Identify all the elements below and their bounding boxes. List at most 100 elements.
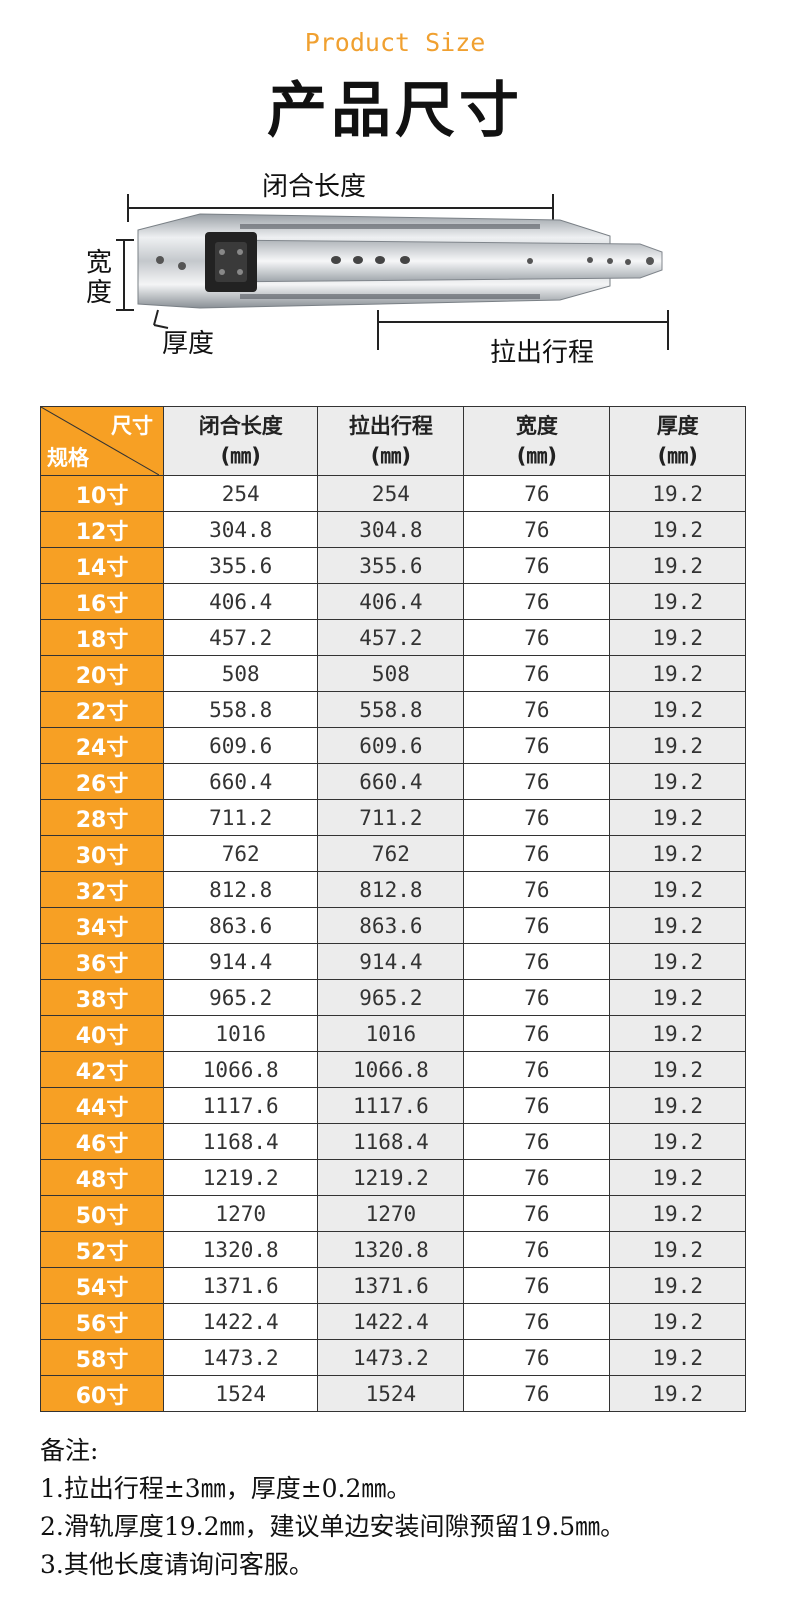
- width-cell: 76: [463, 547, 611, 584]
- closed-length-cell: 254: [163, 475, 319, 512]
- table-row: 20寸 508 508 76 19.2: [39, 655, 746, 692]
- thickness-cell: 19.2: [609, 1123, 746, 1160]
- size-cell: 58寸: [39, 1339, 165, 1376]
- size-cell: 38寸: [39, 979, 165, 1016]
- extension-cell: 355.6: [317, 547, 465, 584]
- extension-cell: 1219.2: [317, 1159, 465, 1196]
- note-line-3: 3.其他长度请询问客服。: [40, 1550, 314, 1579]
- size-cell: 40寸: [39, 1015, 165, 1052]
- thickness-cell: 19.2: [609, 1051, 746, 1088]
- table-row: 42寸 1066.8 1066.8 76 19.2: [39, 1051, 746, 1088]
- thickness-cell: 19.2: [609, 763, 746, 800]
- closed-length-cell: 1270: [163, 1195, 319, 1232]
- corner-label-spec: 规格: [47, 446, 89, 470]
- extension-cell: 304.8: [317, 511, 465, 548]
- note-line-1: 1.拉出行程±3㎜，厚度±0.2㎜。: [40, 1474, 412, 1503]
- closed-length-label: 闭合长度: [262, 172, 367, 202]
- thickness-cell: 19.2: [609, 583, 746, 620]
- table-row: 38寸 965.2 965.2 76 19.2: [39, 979, 746, 1016]
- closed-length-cell: 762: [163, 835, 319, 872]
- closed-length-cell: 660.4: [163, 763, 319, 800]
- size-cell: 60寸: [39, 1375, 165, 1412]
- thickness-cell: 19.2: [609, 1375, 746, 1412]
- size-cell: 52寸: [39, 1231, 165, 1268]
- table-row: 12寸 304.8 304.8 76 19.2: [39, 511, 746, 548]
- closed-length-cell: 863.6: [163, 907, 319, 944]
- width-cell: 76: [463, 1339, 611, 1376]
- closed-length-cell: 1371.6: [163, 1267, 319, 1304]
- width-cell: 76: [463, 1267, 611, 1304]
- thickness-label: 厚度: [162, 329, 215, 359]
- width-cell: 76: [463, 691, 611, 728]
- closed-length-cell: 1524: [163, 1375, 319, 1412]
- page-title: 产品尺寸: [267, 76, 523, 146]
- extension-cell: 609.6: [317, 727, 465, 764]
- extension-cell: 1016: [317, 1015, 465, 1052]
- thickness-cell: 19.2: [609, 727, 746, 764]
- table-corner-header: 尺寸 规格: [39, 406, 165, 476]
- closed-length-cell: 1422.4: [163, 1303, 319, 1340]
- table-row: 16寸 406.4 406.4 76 19.2: [39, 583, 746, 620]
- closed-length-cell: 355.6: [163, 547, 319, 584]
- table-row: 44寸 1117.6 1117.6 76 19.2: [39, 1087, 746, 1124]
- table-row: 54寸 1371.6 1371.6 76 19.2: [39, 1267, 746, 1304]
- thickness-cell: 19.2: [609, 619, 746, 656]
- thickness-cell: 19.2: [609, 979, 746, 1016]
- width-cell: 76: [463, 1087, 611, 1124]
- width-cell: 76: [463, 871, 611, 908]
- size-cell: 30寸: [39, 835, 165, 872]
- table-row: 34寸 863.6 863.6 76 19.2: [39, 907, 746, 944]
- table-body: 10寸 254 254 76 19.2 12寸 304.8 304.8 76 19.2 14寸 355…: [39, 475, 746, 1412]
- table-row: 32寸 812.8 812.8 76 19.2: [39, 871, 746, 908]
- size-cell: 12寸: [39, 511, 165, 548]
- notes-section: 备注: 1.拉出行程±3㎜，厚度±0.2㎜。 2.滑轨厚度19.2㎜，建议单边安…: [40, 1432, 625, 1584]
- width-cell: 76: [463, 979, 611, 1016]
- extension-cell: 1320.8: [317, 1231, 465, 1268]
- table-row: 48寸 1219.2 1219.2 76 19.2: [39, 1159, 746, 1196]
- size-spec-table: 尺寸 规格 闭合长度 (㎜) 拉出行程 (㎜) 宽度 (㎜) 厚度 (㎜) 10寸 254…: [39, 406, 746, 1412]
- size-cell: 44寸: [39, 1087, 165, 1124]
- extension-cell: 863.6: [317, 907, 465, 944]
- table-row: 18寸 457.2 457.2 76 19.2: [39, 619, 746, 656]
- table-row: 52寸 1320.8 1320.8 76 19.2: [39, 1231, 746, 1268]
- extension-cell: 812.8: [317, 871, 465, 908]
- extension-cell: 762: [317, 835, 465, 872]
- table-row: 60寸 1524 1524 76 19.2: [39, 1375, 746, 1412]
- column-header-extension: 拉出行程 (㎜): [317, 406, 465, 476]
- extension-cell: 457.2: [317, 619, 465, 656]
- extension-label: 拉出行程: [490, 338, 595, 368]
- thickness-cell: 19.2: [609, 511, 746, 548]
- size-cell: 26寸: [39, 763, 165, 800]
- closed-length-cell: 1016: [163, 1015, 319, 1052]
- closed-length-cell: 558.8: [163, 691, 319, 728]
- extension-cell: 254: [317, 475, 465, 512]
- closed-length-cell: 1117.6: [163, 1087, 319, 1124]
- table-row: 50寸 1270 1270 76 19.2: [39, 1195, 746, 1232]
- width-cell: 76: [463, 1375, 611, 1412]
- thickness-cell: 19.2: [609, 547, 746, 584]
- width-cell: 76: [463, 511, 611, 548]
- size-cell: 18寸: [39, 619, 165, 656]
- extension-cell: 1371.6: [317, 1267, 465, 1304]
- table-row: 22寸 558.8 558.8 76 19.2: [39, 691, 746, 728]
- size-cell: 14寸: [39, 547, 165, 584]
- width-cell: 76: [463, 619, 611, 656]
- closed-length-cell: 1473.2: [163, 1339, 319, 1376]
- thickness-cell: 19.2: [609, 691, 746, 728]
- size-cell: 32寸: [39, 871, 165, 908]
- extension-cell: 1270: [317, 1195, 465, 1232]
- closed-length-cell: 812.8: [163, 871, 319, 908]
- width-cell: 76: [463, 655, 611, 692]
- size-cell: 56寸: [39, 1303, 165, 1340]
- thickness-cell: 19.2: [609, 1303, 746, 1340]
- table-row: 26寸 660.4 660.4 76 19.2: [39, 763, 746, 800]
- width-cell: 76: [463, 1015, 611, 1052]
- table-row: 30寸 762 762 76 19.2: [39, 835, 746, 872]
- corner-diagonal: [41, 407, 159, 475]
- width-cell: 76: [463, 763, 611, 800]
- thickness-cell: 19.2: [609, 1087, 746, 1124]
- table-row: 56寸 1422.4 1422.4 76 19.2: [39, 1303, 746, 1340]
- thickness-cell: 19.2: [609, 475, 746, 512]
- extension-cell: 508: [317, 655, 465, 692]
- size-cell: 54寸: [39, 1267, 165, 1304]
